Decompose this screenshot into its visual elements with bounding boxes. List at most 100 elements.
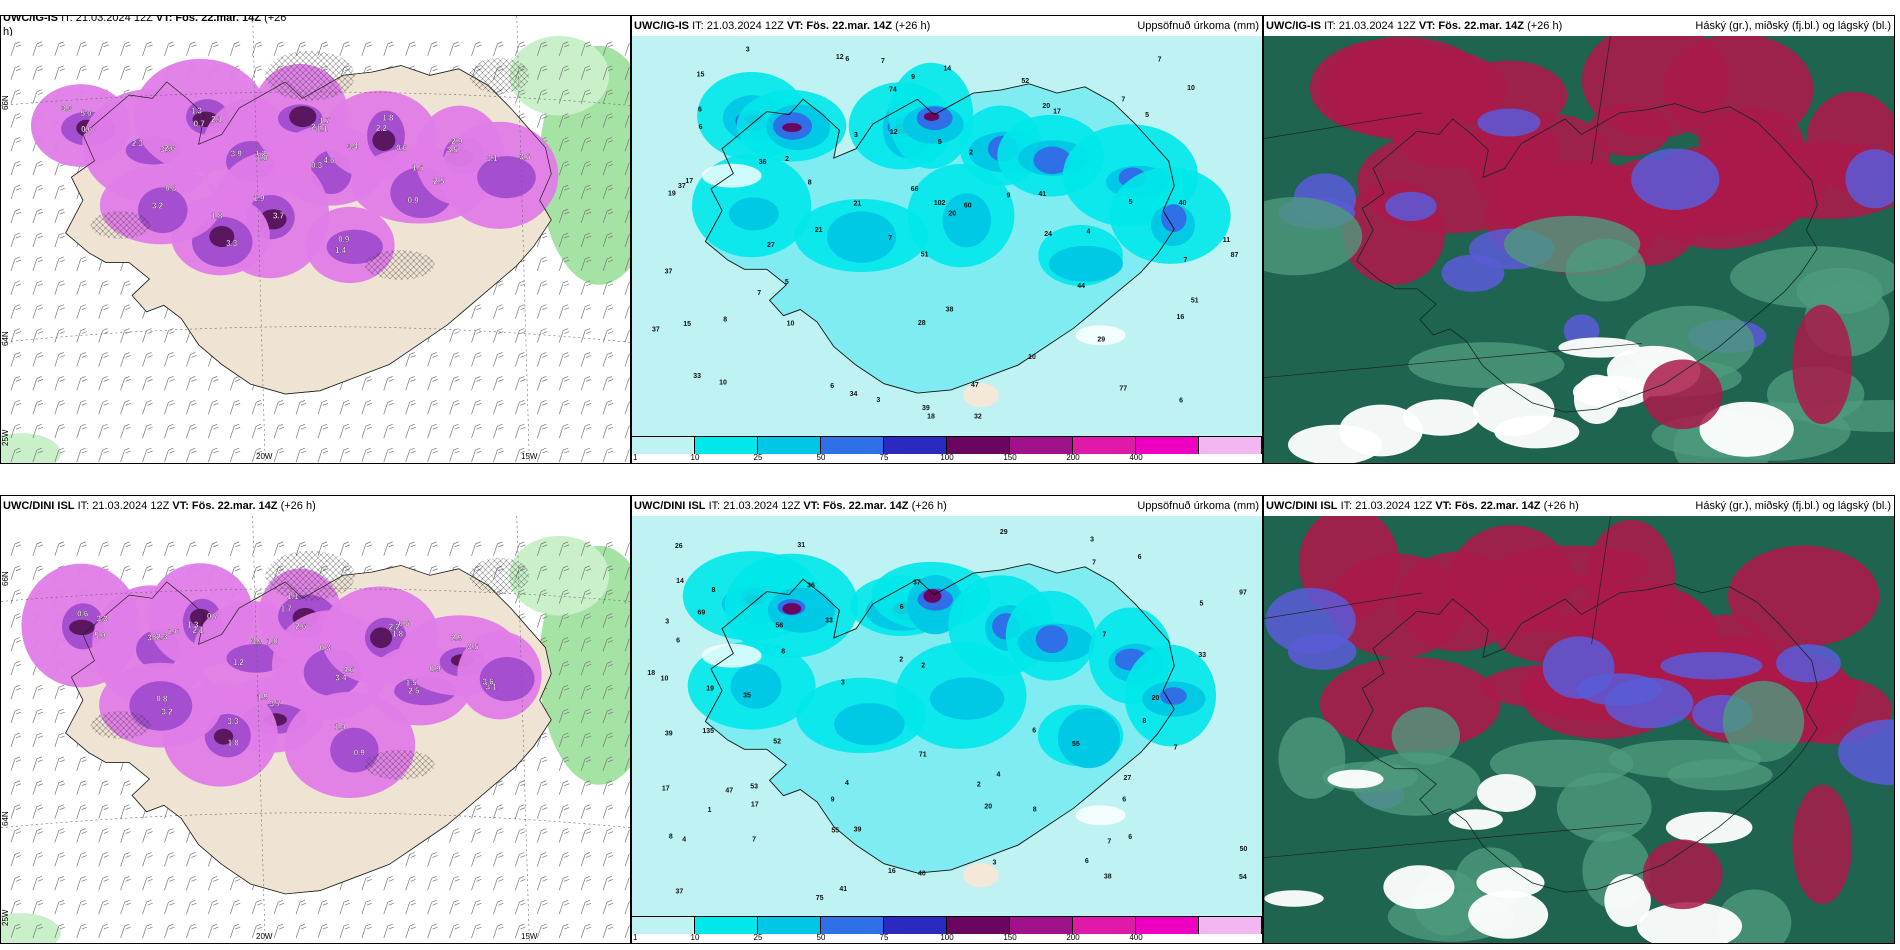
snow-depth-value: 0.8	[165, 184, 177, 193]
precip-value: 34	[850, 391, 858, 398]
precip-value: 38	[1104, 874, 1112, 881]
legend-tick: 25	[753, 453, 763, 462]
precip-map-panel-top: UWC/IG-IS IT: 21.03.2024 12Z VT: Fös. 22…	[631, 15, 1263, 464]
lat-label: 66N	[1, 95, 10, 110]
precip-value: 40	[1179, 200, 1187, 207]
clear-sky	[1604, 874, 1651, 927]
lat-lon-grid	[1, 516, 630, 943]
precip-value: 2	[899, 657, 903, 664]
lat-label: 66N	[1, 571, 10, 586]
coastline	[1356, 103, 1818, 413]
legend-swatch	[1199, 437, 1262, 454]
snow-depth-value: 2.3	[132, 139, 144, 148]
snow-core	[213, 728, 234, 745]
high-cloud	[1489, 739, 1634, 788]
precip-value: 10	[787, 321, 795, 328]
snow-depth-value: 1.5	[412, 163, 424, 172]
precip-value: 3	[841, 679, 845, 686]
snow-depth-value: 2.6	[295, 622, 307, 631]
legend-tick: 150	[1003, 453, 1017, 462]
snow-depth-value: 0.3	[320, 644, 332, 653]
precipitation-map-svg: 1421172735274102372834448331536376647601…	[632, 36, 1262, 437]
dry-patch	[701, 163, 762, 188]
lon-label: 20W	[256, 452, 273, 461]
precip-value: 10	[719, 380, 727, 387]
precip-core	[923, 589, 942, 603]
dry-patch	[1075, 325, 1126, 346]
legend-tick: 1	[633, 933, 638, 942]
precip-value: 37	[913, 580, 921, 587]
snow-depth-value: 3.5	[467, 643, 479, 652]
precip-value: 4	[996, 771, 1000, 778]
clear-sky	[1264, 890, 1324, 907]
snow-depth-value: 2.5	[408, 687, 420, 696]
precip-value: 7	[757, 290, 761, 297]
high-cloud	[1796, 267, 1883, 315]
cloud-map	[1264, 516, 1894, 943]
low-cloud	[1660, 651, 1763, 680]
precip-value: 20	[984, 804, 992, 811]
dry-patch	[1075, 805, 1126, 826]
precip-value: 8	[808, 179, 812, 186]
coastline	[65, 65, 552, 395]
precip-value: 20	[948, 211, 956, 218]
precip-value: 16	[888, 868, 896, 875]
snow-depth-value: 5.0	[81, 109, 93, 118]
precip-value: 8	[1142, 718, 1146, 725]
precip-value: 7	[881, 58, 885, 65]
precip-value: 3	[876, 397, 880, 404]
precip-core	[1161, 204, 1187, 233]
low-cloud	[1845, 149, 1894, 209]
snow-depth-value: 3.3	[227, 717, 239, 726]
precip-value: 19	[668, 190, 676, 197]
precip-value: 6	[676, 637, 680, 644]
grid-lines	[1264, 516, 1643, 858]
snow-depth-value: 3.4	[335, 674, 347, 683]
legend-tick: 400	[1129, 933, 1143, 942]
precip-value: 39	[665, 730, 673, 737]
precip-value: 33	[825, 617, 833, 624]
snow-depth-value: 1.8	[382, 113, 394, 122]
snow-map: 5.0 3.8 2.1 1.2 1.7 3.4 2.2 1.5 2.9 3.1 1.9 0.9 1.8 0…	[1, 516, 630, 943]
legend-swatch	[947, 917, 1010, 934]
precip-value: 52	[773, 738, 781, 745]
precip-value: 60	[964, 202, 972, 209]
precip-band	[929, 677, 1005, 720]
precip-value: 41	[1038, 191, 1046, 198]
mid-cloud	[1642, 839, 1723, 910]
hatched-area	[265, 550, 355, 601]
low-cloud	[1441, 254, 1505, 292]
snow-depth-value: 3.7	[273, 211, 285, 220]
snow-depth-value: 3.9	[231, 150, 243, 159]
precip-value: 14	[943, 65, 951, 72]
precip-value: 5	[1129, 199, 1133, 206]
mid-cloud	[1792, 304, 1853, 425]
legend-swatch	[1136, 437, 1199, 454]
low-cloud	[1576, 673, 1663, 706]
coastline	[704, 563, 1175, 874]
cloud-map-panel-bottom: UWC/DINI ISL IT: 21.03.2024 12Z VT: Fös.…	[1263, 495, 1895, 944]
precip-value: 52	[1021, 78, 1029, 85]
precip-value: 10	[1028, 354, 1036, 361]
high-cloud	[1722, 680, 1805, 762]
precip-map: 14 21 17 2 7 3 52 74 102 37 28 34 44 8 33 15 36 37 66 47 60 1…	[632, 36, 1262, 437]
precip-value: 9	[911, 74, 915, 81]
legend-swatch	[884, 437, 947, 454]
precip-value: 66	[911, 186, 919, 193]
precip-value: 10	[661, 675, 669, 682]
snow-depth-value: 1.3	[191, 107, 203, 116]
precip-value: 6	[1032, 727, 1036, 734]
snow-core	[69, 619, 95, 636]
precip-value: 2	[921, 663, 925, 670]
precip-value: 6	[699, 124, 703, 131]
snow-core	[209, 225, 235, 248]
snow-depth-value: 3.6	[483, 677, 495, 686]
precip-value: 16	[1176, 314, 1184, 321]
map-header: UWC/DINI ISL IT: 21.03.2024 12Z VT: Fös.…	[1, 496, 630, 516]
precip-value: 36	[807, 583, 815, 590]
precip-value: 20	[1042, 103, 1050, 110]
precip-value: 6	[698, 106, 702, 113]
snow-depth-value: 3.6	[519, 152, 531, 161]
snow-core	[370, 627, 393, 649]
precip-value: 26	[675, 543, 683, 550]
